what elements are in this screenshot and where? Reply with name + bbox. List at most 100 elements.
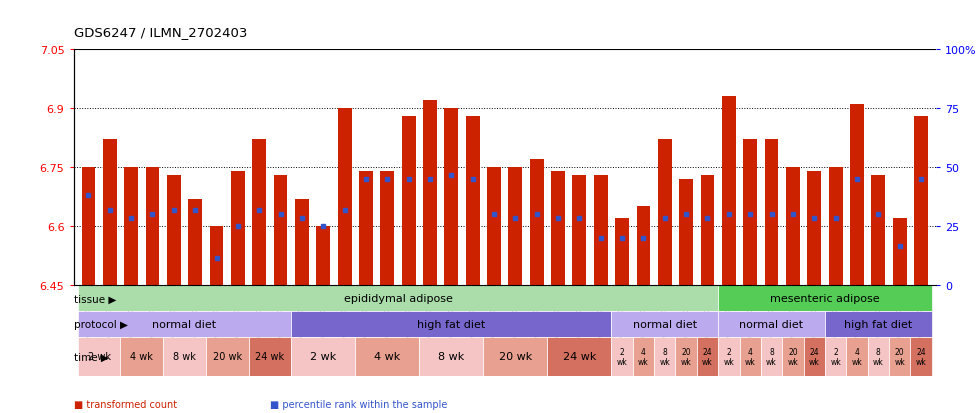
Text: 20 wk: 20 wk — [499, 351, 532, 361]
Bar — [419, 337, 483, 376]
Text: 24
wk: 24 wk — [808, 347, 819, 366]
Bar — [847, 337, 867, 376]
Bar — [444, 109, 459, 286]
Bar — [231, 171, 245, 286]
Bar — [77, 311, 291, 337]
Bar — [295, 199, 309, 286]
Bar — [356, 337, 419, 376]
Text: GDS6247 / ILMN_2702403: GDS6247 / ILMN_2702403 — [74, 26, 247, 39]
Bar — [679, 179, 693, 286]
Bar — [764, 140, 778, 286]
Bar — [487, 168, 501, 286]
Bar — [124, 168, 138, 286]
Text: 8
wk: 8 wk — [660, 347, 670, 366]
Text: 2 wk: 2 wk — [310, 351, 336, 361]
Bar — [509, 168, 522, 286]
Bar — [829, 168, 843, 286]
Bar — [633, 337, 654, 376]
Bar — [893, 219, 907, 286]
Bar — [594, 176, 608, 286]
Text: 8
wk: 8 wk — [766, 347, 777, 366]
Bar — [551, 171, 565, 286]
Bar — [743, 140, 758, 286]
Text: 2 wk: 2 wk — [87, 351, 111, 361]
Text: 8
wk: 8 wk — [873, 347, 884, 366]
Text: normal diet: normal diet — [633, 319, 697, 329]
Text: 24
wk: 24 wk — [915, 347, 926, 366]
Bar — [697, 337, 718, 376]
Bar — [658, 140, 671, 286]
Text: 20
wk: 20 wk — [894, 347, 905, 366]
Bar — [637, 207, 651, 286]
Text: time ▶: time ▶ — [74, 351, 109, 361]
Bar — [910, 337, 932, 376]
Bar — [718, 286, 932, 311]
Bar — [675, 337, 697, 376]
Bar — [914, 116, 928, 286]
Text: 24 wk: 24 wk — [256, 351, 284, 361]
Bar — [612, 337, 633, 376]
Bar — [121, 337, 163, 376]
Bar — [317, 227, 330, 286]
Text: 2
wk: 2 wk — [616, 347, 627, 366]
Text: protocol ▶: protocol ▶ — [74, 319, 128, 329]
Text: high fat diet: high fat diet — [417, 319, 485, 329]
Bar — [466, 116, 479, 286]
Bar — [77, 337, 121, 376]
Bar — [402, 116, 416, 286]
Bar — [718, 337, 740, 376]
Text: 2
wk: 2 wk — [830, 347, 841, 366]
Text: 4 wk: 4 wk — [130, 351, 153, 361]
Bar — [273, 176, 287, 286]
Bar — [163, 337, 206, 376]
Bar — [249, 337, 291, 376]
Text: 20 wk: 20 wk — [213, 351, 242, 361]
Bar — [77, 286, 718, 311]
Text: normal diet: normal diet — [740, 319, 804, 329]
Bar — [81, 168, 95, 286]
Bar — [167, 176, 180, 286]
Bar — [615, 219, 629, 286]
Text: 24 wk: 24 wk — [563, 351, 596, 361]
Text: 2
wk: 2 wk — [723, 347, 734, 366]
Text: 8 wk: 8 wk — [173, 351, 196, 361]
Bar — [850, 104, 863, 286]
Bar — [423, 101, 437, 286]
Bar — [338, 109, 352, 286]
Bar — [782, 337, 804, 376]
Text: epididymal adipose: epididymal adipose — [344, 294, 453, 304]
Bar — [701, 176, 714, 286]
Bar — [825, 337, 847, 376]
Text: 4
wk: 4 wk — [638, 347, 649, 366]
Text: normal diet: normal diet — [153, 319, 217, 329]
Bar — [722, 97, 736, 286]
Bar — [206, 337, 249, 376]
Bar — [572, 176, 586, 286]
Bar — [359, 171, 372, 286]
Text: high fat diet: high fat diet — [844, 319, 912, 329]
Bar — [760, 337, 782, 376]
Text: 4 wk: 4 wk — [374, 351, 401, 361]
Bar — [188, 199, 202, 286]
Bar — [291, 311, 612, 337]
Text: 20
wk: 20 wk — [681, 347, 692, 366]
Bar — [654, 337, 675, 376]
Text: 4
wk: 4 wk — [745, 347, 756, 366]
Bar — [291, 337, 356, 376]
Bar — [804, 337, 825, 376]
Text: 24
wk: 24 wk — [702, 347, 712, 366]
Text: mesenteric adipose: mesenteric adipose — [770, 294, 880, 304]
Bar — [530, 160, 544, 286]
Bar — [718, 311, 825, 337]
Text: ■ transformed count: ■ transformed count — [74, 399, 176, 409]
Bar — [252, 140, 267, 286]
Bar — [867, 337, 889, 376]
Bar — [612, 311, 718, 337]
Bar — [380, 171, 394, 286]
Text: ■ percentile rank within the sample: ■ percentile rank within the sample — [270, 399, 447, 409]
Bar — [808, 171, 821, 286]
Text: 4
wk: 4 wk — [852, 347, 862, 366]
Text: tissue ▶: tissue ▶ — [74, 294, 117, 304]
Bar — [740, 337, 760, 376]
Bar — [548, 337, 612, 376]
